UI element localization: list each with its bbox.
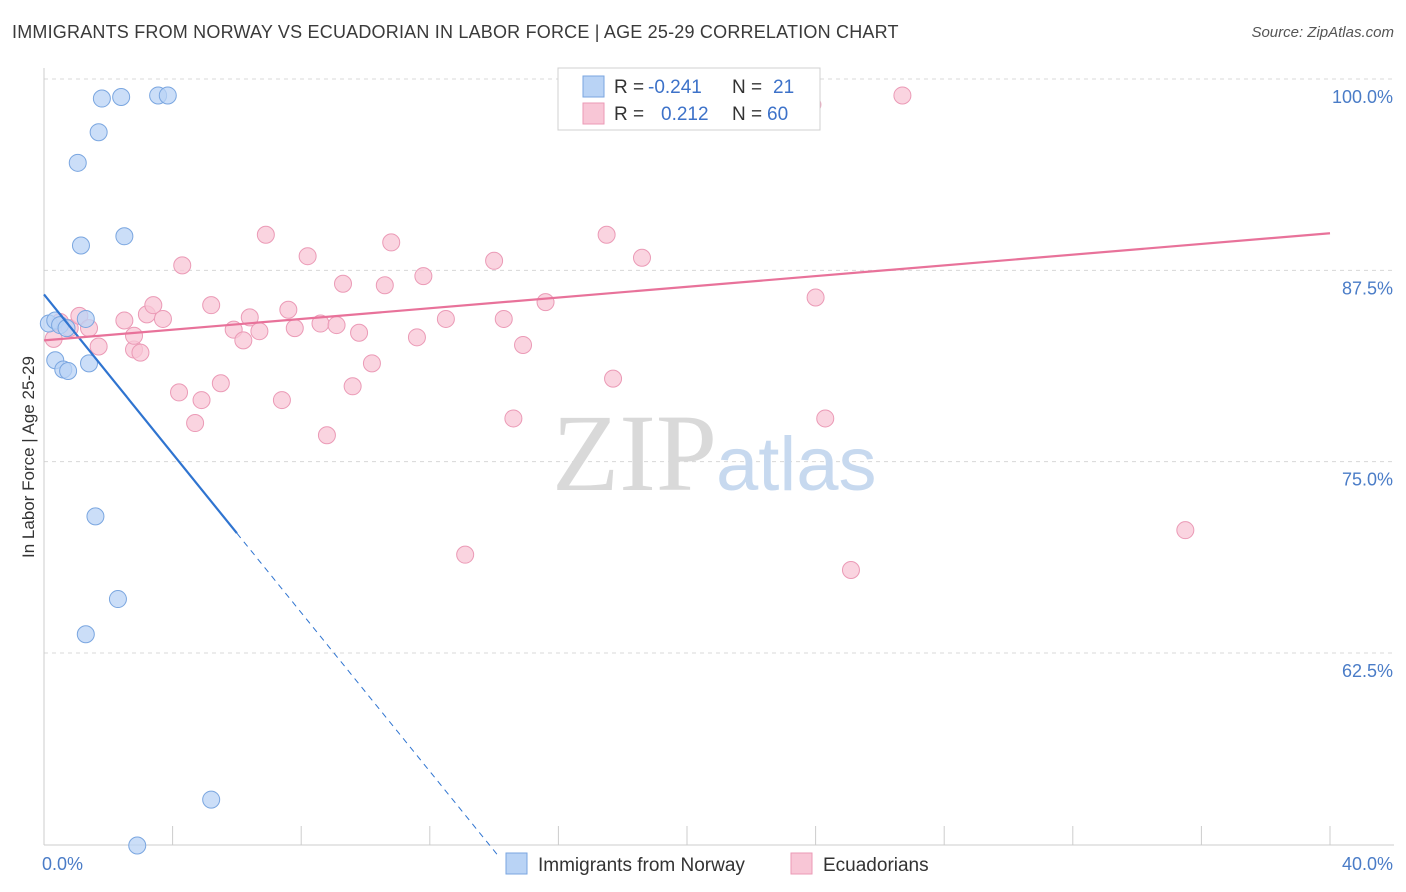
legend-swatch-blue xyxy=(582,75,605,98)
norway-point-18 xyxy=(108,590,127,609)
x-tick-labels: 0.0% 40.0% xyxy=(42,854,1393,874)
x-tick-label-0: 0.0% xyxy=(42,854,83,874)
norway-point-17 xyxy=(86,507,105,526)
ecuadorian-point-56 xyxy=(841,560,860,579)
ecuadorian-point-16 xyxy=(192,391,211,410)
ecuadorian-point-46 xyxy=(597,225,616,244)
ecuadorian-point-17 xyxy=(202,296,221,315)
ecuadorian-point-27 xyxy=(298,247,317,266)
legend-n-value-1: 21 xyxy=(773,77,794,98)
ecuadorian-point-55 xyxy=(816,409,835,428)
chart-source: Source: ZipAtlas.com xyxy=(1251,24,1394,41)
norway-point-14 xyxy=(68,153,87,172)
ecuadorian-point-13 xyxy=(170,383,189,402)
ecuadorian-point-14 xyxy=(173,256,192,275)
ecuadorian-point-26 xyxy=(285,319,304,338)
ecuadorian-point-23 xyxy=(256,225,275,244)
norway-trend-extension xyxy=(236,532,498,855)
norway-point-6 xyxy=(59,361,78,380)
y-tick-label-3: 62.5% xyxy=(1342,661,1393,681)
ecuadorian-point-38 xyxy=(414,267,433,286)
legend-r-label-2: R = xyxy=(614,104,644,125)
y-tick-label-0: 100.0% xyxy=(1332,87,1393,107)
ecuadorian-point-21 xyxy=(240,308,259,327)
watermark-atlas: atlas xyxy=(716,422,877,507)
ecuadorian-point-47 xyxy=(604,369,623,388)
series-legend-swatch-norway xyxy=(505,852,528,875)
ecuadorian-point-43 xyxy=(504,409,523,428)
norway-points xyxy=(39,86,221,855)
legend-r-label-1: R = xyxy=(614,77,644,98)
ecuadorian-point-31 xyxy=(333,274,352,293)
ecuadorian-point-12 xyxy=(153,309,172,328)
ecuadorian-point-42 xyxy=(494,309,513,328)
norway-point-10 xyxy=(112,88,131,106)
chart-title: IMMIGRANTS FROM NORWAY VS ECUADORIAN IN … xyxy=(12,22,899,42)
norway-point-16 xyxy=(115,227,134,246)
norway-point-9 xyxy=(92,89,111,108)
ecuadorian-point-30 xyxy=(327,316,346,335)
ecuadorian-trend-line xyxy=(43,232,1331,342)
ecuadorian-point-37 xyxy=(407,328,426,347)
correlation-legend: R = -0.241 N = 21 R = 0.212 N = 60 xyxy=(557,67,821,131)
legend-n-value-2: 60 xyxy=(767,104,788,125)
ecuadorian-point-48 xyxy=(632,248,651,267)
grid-lines xyxy=(44,78,1394,654)
legend-n-label-1: N = xyxy=(732,77,762,98)
ecuadorian-point-35 xyxy=(375,276,394,295)
legend-swatch-pink xyxy=(582,102,605,125)
ecuadorian-point-22 xyxy=(250,322,269,341)
norway-point-7 xyxy=(80,354,99,373)
ecuadorian-point-24 xyxy=(272,391,291,410)
series-legend: Immigrants from Norway Ecuadorians xyxy=(505,852,929,876)
ecuadorian-point-33 xyxy=(350,323,369,342)
series-legend-label-ecuadorians: Ecuadorians xyxy=(823,855,929,876)
legend-n-label-2: N = xyxy=(732,104,762,125)
ecuadorian-point-15 xyxy=(186,414,205,433)
y-axis-title: In Labor Force | Age 25-29 xyxy=(19,356,38,558)
ecuadorian-point-57 xyxy=(893,86,912,105)
ecuadorian-point-25 xyxy=(279,300,298,319)
x-tick-label-1: 40.0% xyxy=(1342,854,1393,874)
x-minor-ticks xyxy=(43,826,1331,845)
y-tick-label-1: 87.5% xyxy=(1342,278,1393,298)
norway-point-21 xyxy=(128,836,147,855)
ecuadorian-point-20 xyxy=(234,331,253,350)
norway-point-8 xyxy=(76,309,95,328)
ecuadorian-point-29 xyxy=(317,426,336,445)
ecuadorian-point-8 xyxy=(131,343,150,362)
norway-point-20 xyxy=(202,790,221,809)
ecuadorian-point-58 xyxy=(1176,521,1195,540)
ecuadorian-point-54 xyxy=(806,288,825,307)
trend-lines xyxy=(43,232,1331,855)
legend-r-value-2: 0.212 xyxy=(661,104,709,125)
ecuadorian-point-40 xyxy=(456,545,475,564)
norway-point-19 xyxy=(76,625,95,644)
series-legend-swatch-ecuadorians xyxy=(790,852,813,875)
ecuadorian-point-36 xyxy=(382,233,401,252)
ecuadorian-point-7 xyxy=(115,311,134,330)
y-tick-label-2: 75.0% xyxy=(1342,470,1393,490)
ecuadorian-point-41 xyxy=(485,251,504,270)
ecuadorian-point-32 xyxy=(343,377,362,396)
norway-point-12 xyxy=(158,86,177,105)
ecuadorian-point-39 xyxy=(436,309,455,328)
norway-point-15 xyxy=(71,236,90,255)
ecuadorian-point-45 xyxy=(536,293,555,312)
norway-point-3 xyxy=(57,319,76,338)
ecuadorian-point-5 xyxy=(89,337,108,356)
legend-r-value-1: -0.241 xyxy=(648,77,702,98)
series-legend-label-norway: Immigrants from Norway xyxy=(538,855,745,876)
ecuadorian-point-18 xyxy=(211,374,230,393)
ecuadorian-point-44 xyxy=(514,335,533,354)
ecuadorian-point-9 xyxy=(125,326,144,345)
y-tick-labels: 100.0% 87.5% 75.0% 62.5% xyxy=(1332,87,1393,681)
ecuadorian-point-11 xyxy=(144,296,163,315)
watermark-zip: ZIP xyxy=(552,392,717,514)
norway-point-13 xyxy=(89,123,108,142)
norway-trend-line xyxy=(43,293,238,534)
ecuadorian-point-34 xyxy=(362,354,381,373)
